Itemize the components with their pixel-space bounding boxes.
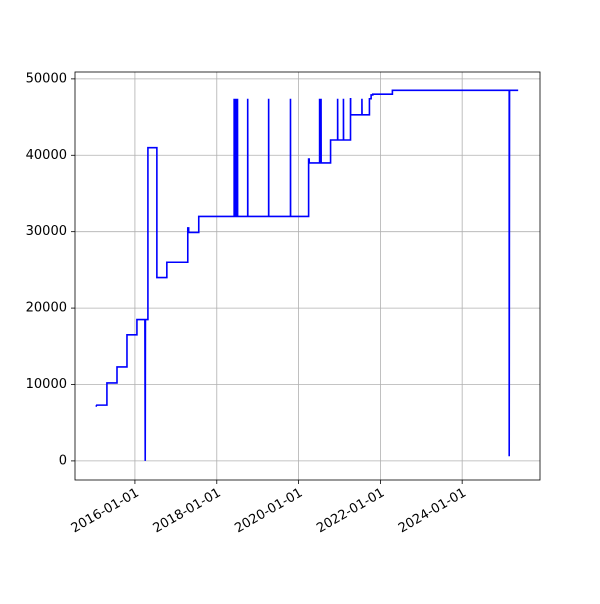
y-tick-label: 10000 [26,377,67,392]
y-tick-label: 0 [59,453,67,468]
y-tick-label: 30000 [26,224,67,239]
y-tick-label: 20000 [26,301,67,316]
plot-frame [74,71,541,481]
data-line [95,89,519,461]
y-tick-label: 50000 [26,71,67,86]
y-tick-label: 40000 [26,148,67,163]
